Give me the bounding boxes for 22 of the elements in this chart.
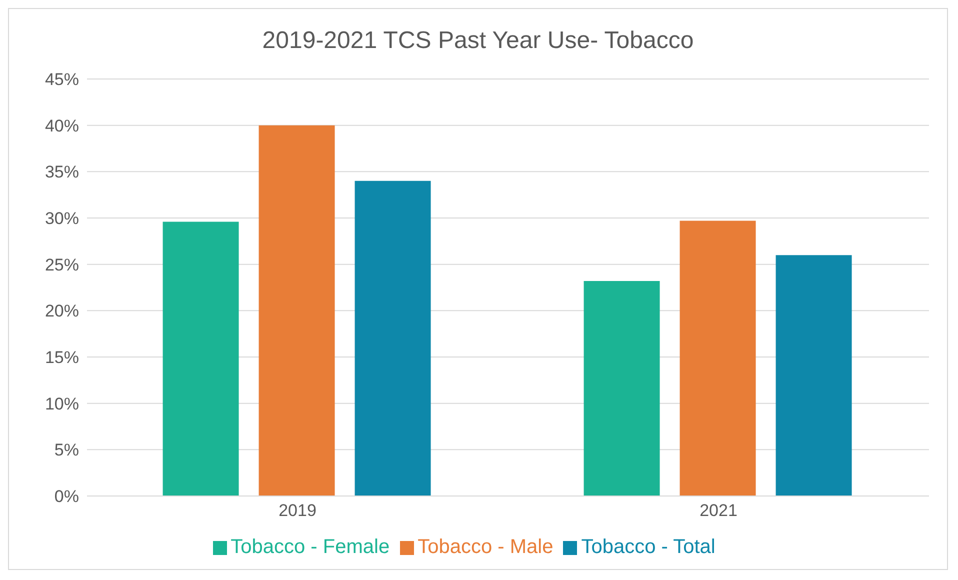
bar <box>258 125 335 496</box>
bar <box>680 220 756 496</box>
legend-label: Tobacco - Total <box>581 536 716 558</box>
bar <box>776 255 852 496</box>
x-tick-label: 2019 <box>278 501 316 520</box>
y-tick-label: 5% <box>54 440 79 460</box>
bar <box>584 281 660 496</box>
legend-label: Tobacco - Female <box>230 536 390 558</box>
y-tick-label: 35% <box>44 162 79 182</box>
x-tick-label: 2021 <box>700 501 738 520</box>
bar <box>354 180 431 496</box>
y-tick-label: 0% <box>54 487 79 506</box>
bar <box>162 222 239 496</box>
y-tick-label: 25% <box>44 255 79 274</box>
y-tick-label: 40% <box>44 116 79 136</box>
chart-title: 2019-2021 TCS Past Year Use- Tobacco <box>261 26 695 56</box>
y-tick-label: 30% <box>44 209 79 228</box>
y-tick-label: 45% <box>44 70 79 90</box>
y-tick-label: 10% <box>44 394 79 414</box>
y-tick-label: 15% <box>44 348 79 368</box>
legend-label: Tobacco - Male <box>418 536 554 558</box>
y-tick-label: 20% <box>44 302 79 321</box>
